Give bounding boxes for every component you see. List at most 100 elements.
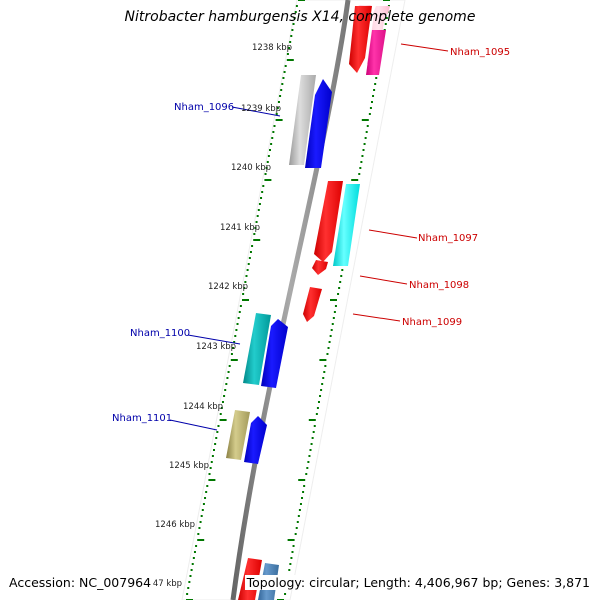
ruler-dot	[339, 281, 342, 283]
ruler-dot	[294, 533, 297, 535]
gene-arrow-nham-1099[interactable]	[303, 287, 322, 322]
gene-arrow-nham-1101-blue[interactable]	[244, 416, 267, 464]
ruler-dot	[360, 161, 363, 163]
ruler-dot	[239, 305, 242, 307]
ruler-dot	[248, 257, 251, 259]
ruler-dot	[384, 23, 387, 25]
ruler-dot	[253, 233, 256, 235]
ruler-dot	[200, 515, 203, 517]
ruler-dot	[223, 395, 226, 397]
ruler-dot	[258, 203, 261, 205]
gene-label-nham-1101[interactable]: Nham_1101	[112, 413, 172, 424]
ruler-dot	[307, 461, 310, 463]
ruler-dot	[264, 173, 267, 175]
ruler-dot	[201, 509, 204, 511]
ruler-dot	[385, 17, 388, 19]
ruler-dot	[261, 191, 264, 193]
ruler-dot	[242, 293, 245, 295]
gene-arrow-nham-1096-gray[interactable]	[289, 75, 316, 165]
ruler-dot	[247, 263, 250, 265]
gene-arrow-nham-1100-teal[interactable]	[243, 313, 271, 385]
ruler-dot	[330, 329, 333, 331]
gene-arrow-nham-1101-olive[interactable]	[226, 410, 250, 460]
gene-label-nham-1096[interactable]: Nham_1096	[174, 102, 234, 113]
ruler-dot	[198, 527, 201, 529]
gene-arrow-nham-1097-red[interactable]	[314, 181, 343, 262]
callout-nham-1098	[359, 275, 408, 285]
ruler-dot	[246, 269, 249, 271]
ruler-dot	[277, 101, 280, 103]
ruler-dot	[372, 95, 375, 97]
tick-label-1243: 1243 kbp	[196, 342, 236, 352]
ruler-dot	[244, 281, 247, 283]
ruler-dot	[265, 167, 268, 169]
ruler-dot	[291, 551, 294, 553]
callout-lines	[169, 43, 449, 431]
ruler-dot	[187, 587, 190, 589]
ruler-dot	[338, 287, 341, 289]
ruler-dot	[302, 491, 305, 493]
ruler-dot	[295, 5, 298, 7]
ruler-dot	[333, 311, 336, 313]
ruler-dot	[236, 323, 239, 325]
gene-label-nham-1097[interactable]: Nham_1097	[418, 233, 478, 244]
ruler-dot	[234, 335, 237, 337]
ruler-dot	[273, 125, 276, 127]
ruler-dot	[270, 143, 273, 145]
ruler-dot	[211, 455, 214, 457]
ruler-dot	[289, 41, 292, 43]
callout-nham-1095	[400, 43, 449, 52]
gene-label-nham-1099[interactable]: Nham_1099	[402, 317, 462, 328]
accession-text: Accession: NC_007964	[7, 575, 154, 590]
ruler-dot	[329, 335, 332, 337]
gene-arrow-nham-1095-red[interactable]	[349, 6, 372, 73]
ruler-dot	[358, 173, 361, 175]
ruler-dot	[243, 287, 246, 289]
ruler-dot	[363, 143, 366, 145]
ruler-dot	[204, 497, 207, 499]
ruler-dot	[290, 557, 293, 559]
callout-nham-1100	[187, 334, 241, 345]
gene-arrow-nham-1098[interactable]	[312, 260, 328, 275]
ruler-dot	[233, 341, 236, 343]
ruler-dot	[272, 131, 275, 133]
gene-arrow-nham-1100-blue[interactable]	[261, 319, 288, 388]
ruler-dot	[328, 341, 331, 343]
callout-nham-1099	[352, 313, 401, 322]
ruler-dot	[219, 413, 222, 415]
ruler-dot	[308, 455, 311, 457]
ruler-dot	[315, 413, 318, 415]
ruler-dot	[292, 23, 295, 25]
ruler-dot	[313, 425, 316, 427]
gene-arrow-nham-1095-magenta[interactable]	[366, 30, 386, 75]
ruler-dot	[188, 581, 191, 583]
gene-arrow-nham-1097-cyan[interactable]	[333, 184, 360, 266]
ruler-dot	[334, 305, 337, 307]
ruler-dot	[251, 245, 254, 247]
ruler-dot	[213, 449, 215, 451]
ruler-dot	[341, 269, 344, 271]
gene-arrow-pink-top[interactable]	[358, 5, 372, 6]
ruler-left	[186, 0, 305, 600]
ruler-dot	[298, 509, 301, 511]
ruler-dot	[323, 371, 326, 373]
ruler-dot	[249, 251, 252, 253]
ruler-dot	[256, 215, 259, 217]
ruler-dot	[327, 347, 330, 349]
tick-label-1246: 1246 kbp	[155, 520, 195, 530]
ruler-dot	[235, 329, 238, 331]
gene-label-nham-1100[interactable]: Nham_1100	[130, 328, 190, 339]
ruler-dot	[320, 389, 323, 391]
gene-arrow-nham-1096-blue[interactable]	[305, 79, 332, 168]
ruler-dot	[191, 563, 194, 565]
gene-label-nham-1098[interactable]: Nham_1098	[409, 280, 469, 291]
ruler-dot	[375, 77, 378, 79]
callout-nham-1097	[368, 229, 418, 239]
tick-label-1247: 1247 kbp	[142, 579, 182, 589]
ruler-dot	[192, 557, 195, 559]
gene-label-nham-1095[interactable]: Nham_1095	[450, 47, 510, 58]
ruler-dot	[237, 317, 240, 319]
ruler-dot	[293, 17, 296, 19]
ruler-dot	[289, 563, 292, 565]
